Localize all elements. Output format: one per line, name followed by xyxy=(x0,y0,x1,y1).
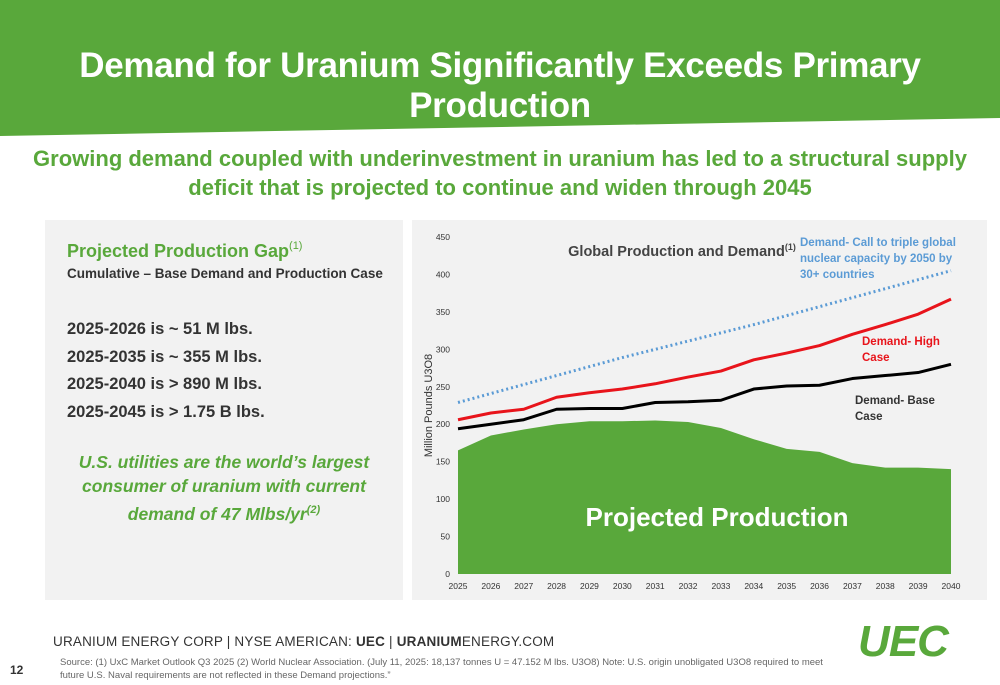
chart-panel: 0 50 100 150 200 250 300 350 400 450 2025 2026 2027 2… xyxy=(412,220,987,600)
y-tick-label: 350 xyxy=(436,307,450,317)
x-tick-label: 2038 xyxy=(876,581,895,591)
subtitle-line-2: deficit that is projected to continue an… xyxy=(188,175,812,200)
gap-item-2026: 2025-2026 is ~ 51 M lbs. xyxy=(67,320,253,338)
footer-site-bold: URANIUM xyxy=(396,634,462,649)
call-label-line-3: 30+ countries xyxy=(800,269,874,281)
x-tick-label: 2039 xyxy=(909,581,928,591)
high-label-line-1: Demand- High xyxy=(862,336,940,348)
base-label-line-1: Demand- Base xyxy=(855,395,935,407)
header-banner: Demand for Uranium Significantly Exceeds… xyxy=(0,0,1000,138)
source-line-2: future U.S. Naval requirements are not r… xyxy=(60,670,391,681)
y-tick-label: 300 xyxy=(436,344,450,354)
chart-title-text: Global Production and Demand xyxy=(568,244,785,260)
footer-site-rest: ENERGY.COM xyxy=(461,634,555,649)
footer-company-line: URANIUM ENERGY CORP | NYSE AMERICAN: UEC… xyxy=(53,634,554,649)
production-gap-title: Projected Production Gap(1) xyxy=(67,240,302,262)
production-gap-title-footnote: (1) xyxy=(289,240,303,252)
x-tick-label: 2036 xyxy=(810,581,829,591)
gap-item-2035: 2025-2035 is ~ 355 M lbs. xyxy=(67,347,262,366)
call-label-line-2: nuclear capacity by 2050 by xyxy=(800,253,953,265)
chart-title-footnote: (1) xyxy=(785,242,796,252)
y-tick-label: 200 xyxy=(436,419,450,429)
gap-item-2040: 2025-2040 is > 890 M lbs. xyxy=(67,375,262,393)
production-gap-title-text: Projected Production Gap xyxy=(67,241,290,261)
note-line-3: demand of 47 Mlbs/yr(2) xyxy=(55,498,393,526)
header-background xyxy=(0,0,1000,136)
y-tick-label: 400 xyxy=(436,269,450,279)
note-line-3-text: demand of 47 Mlbs/yr xyxy=(127,504,307,524)
x-tick-label: 2026 xyxy=(481,581,500,591)
footer-ticker: UEC xyxy=(355,634,386,649)
production-gap-list: 2025-2026 is ~ 51 M lbs. 2025-2035 is ~ … xyxy=(67,316,265,426)
page-subtitle: Growing demand coupled with underinvestm… xyxy=(30,144,970,202)
source-line-1: Source: (1) UxC Market Outlook Q3 2025 (… xyxy=(60,657,823,668)
x-tick-label: 2033 xyxy=(711,581,730,591)
x-tick-label: 2025 xyxy=(449,581,468,591)
series-line-3 xyxy=(457,269,952,404)
note-line-2: consumer of uranium with current xyxy=(82,476,366,496)
page-number: 12 xyxy=(10,663,24,677)
x-tick-label: 2035 xyxy=(777,581,796,591)
x-tick-label: 2029 xyxy=(580,581,599,591)
x-tick-label: 2027 xyxy=(514,581,533,591)
x-tick-label: 2040 xyxy=(942,581,961,591)
footer-separator: | xyxy=(385,634,397,649)
y-tick-label: 50 xyxy=(441,532,451,542)
x-tick-label: 2034 xyxy=(744,581,763,591)
y-tick-label: 150 xyxy=(436,457,450,467)
call-label-line-1: Demand- Call to triple global xyxy=(800,237,956,249)
y-tick-label: 100 xyxy=(436,494,450,504)
page-title: Demand for Uranium Significantly Exceeds… xyxy=(79,46,921,125)
production-gap-subtitle: Cumulative – Base Demand and Production … xyxy=(67,266,383,281)
source-note: Source: (1) UxC Market Outlook Q3 2025 (… xyxy=(60,656,850,682)
x-tick-label: 2028 xyxy=(547,581,566,591)
us-utilities-note: U.S. utilities are the world’s largest c… xyxy=(55,450,393,526)
x-tick-label: 2037 xyxy=(843,581,862,591)
chart-title: Global Production and Demand(1) xyxy=(568,242,796,260)
footer-company: URANIUM ENERGY CORP | NYSE AMERICAN: xyxy=(53,634,356,649)
x-tick-label: 2032 xyxy=(679,581,698,591)
x-tick-label: 2031 xyxy=(646,581,665,591)
uec-logo: UEC xyxy=(858,618,951,662)
y-axis-label: Million Pounds U3O8 xyxy=(423,354,435,457)
y-tick-label: 0 xyxy=(445,569,450,579)
high-label-line-2: Case xyxy=(862,352,890,364)
y-tick-label: 450 xyxy=(436,232,450,242)
production-area xyxy=(458,420,951,574)
series-line-1 xyxy=(457,362,952,431)
production-label: Projected Production xyxy=(586,502,849,532)
y-tick-label: 250 xyxy=(436,382,450,392)
note-line-1: U.S. utilities are the world’s largest xyxy=(78,452,370,472)
svg-text:UEC: UEC xyxy=(858,618,950,662)
note-footnote: (2) xyxy=(306,504,321,516)
x-tick-label: 2030 xyxy=(613,581,632,591)
base-label-line-2: Case xyxy=(855,411,883,423)
production-gap-panel: Projected Production Gap(1) Cumulative –… xyxy=(45,220,403,600)
series-line-2 xyxy=(457,297,952,422)
subtitle-line-1: Growing demand coupled with underinvestm… xyxy=(33,146,967,171)
gap-item-2045: 2025-2045 is > 1.75 B lbs. xyxy=(67,402,265,421)
production-demand-chart: 0 50 100 150 200 250 300 350 400 450 2025 2026 2027 2… xyxy=(423,232,961,591)
